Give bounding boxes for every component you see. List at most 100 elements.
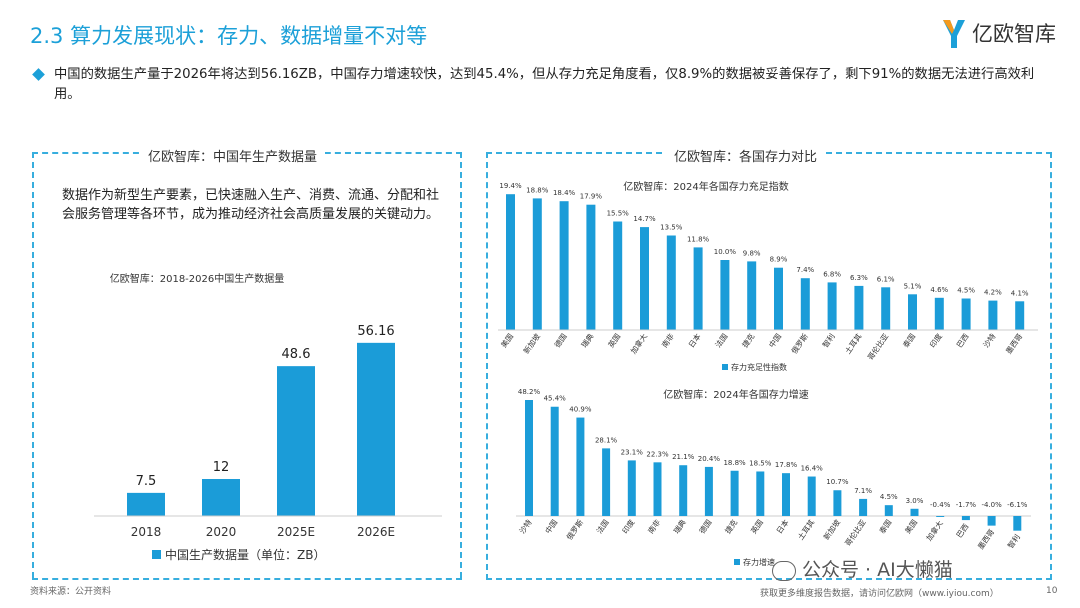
bar-2018	[127, 492, 165, 516]
x-tick-label: 2026E	[357, 525, 395, 539]
x-tick-label: 巴西	[955, 332, 971, 350]
data-label: -1.7%	[956, 501, 977, 509]
bar-俄罗斯	[800, 278, 810, 330]
storage-growth-chart: 亿欧智库：2024年各国存力增速 48.2% 沙特 45.4% 中国 40.9% 俄罗斯 2…	[516, 388, 1031, 567]
bar-德国	[704, 466, 713, 516]
x-tick-label: 瑞典	[579, 331, 596, 349]
data-label: 3.0%	[906, 497, 924, 505]
x-tick-label: 俄罗斯	[789, 331, 810, 356]
x-tick-label: 泰国	[877, 517, 894, 535]
x-tick-label: 德国	[697, 517, 714, 535]
data-label: 23.1%	[621, 448, 644, 456]
data-label: 4.5%	[957, 287, 975, 295]
data-label: 18.5%	[749, 459, 772, 467]
data-label: 19.4%	[499, 182, 522, 190]
summary-bullet: 中国的数据生产量于2026年将达到56.16ZB，中国存力增速较快，达到45.4…	[32, 65, 1044, 105]
legend-swatch	[722, 364, 728, 370]
bar-新加坡	[833, 490, 842, 516]
data-label: 5.1%	[904, 282, 922, 290]
chart-title: 亿欧智库：2018-2026中国生产数据量	[110, 272, 285, 285]
legend-swatch	[152, 550, 161, 559]
x-tick-label: 加拿大	[924, 518, 945, 543]
chart-title: 亿欧智库：2024年各国存力增速	[663, 388, 808, 401]
bar-加拿大	[640, 227, 649, 330]
legend-label: 中国生产数据量（单位：ZB）	[165, 547, 325, 562]
bar-墨西哥	[987, 516, 996, 526]
x-tick-label: 沙特	[981, 331, 998, 349]
data-label: 6.1%	[877, 275, 895, 283]
x-tick-label: 沙特	[517, 517, 534, 535]
x-tick-label: 德国	[552, 331, 569, 349]
x-tick-label: 法国	[713, 331, 730, 349]
x-tick-label: 日本	[774, 517, 791, 535]
left-panel-border	[32, 152, 34, 578]
data-label: 4.2%	[984, 289, 1002, 297]
data-label: 7.4%	[796, 266, 814, 274]
legend-label: 存力充足性指数	[731, 362, 787, 372]
data-label: -0.4%	[930, 501, 951, 509]
bar-中国	[550, 406, 559, 516]
left-panel-border-bottom	[32, 578, 462, 580]
data-label: 15.5%	[607, 210, 630, 218]
data-label: 4.5%	[880, 493, 898, 501]
x-tick-label: 2018	[131, 525, 162, 539]
data-label: 7.1%	[854, 487, 872, 495]
source-note: 资料来源：公开资料	[30, 587, 112, 597]
bar-瑞典	[679, 465, 688, 516]
x-tick-label: 捷克	[740, 331, 757, 349]
bar-南非	[653, 462, 662, 516]
bar-2025E	[277, 366, 315, 516]
data-label: 20.4%	[698, 455, 721, 463]
storage-index-chart: 亿欧智库：2024年各国存力充足指数 19.4% 美国 18.8% 新加坡 18.4% 德…	[498, 180, 1038, 372]
x-tick-label: 美国	[498, 331, 515, 349]
data-label: 14.7%	[633, 215, 656, 223]
bar-泰国	[908, 294, 917, 330]
logo: 亿欧智库	[940, 16, 1056, 50]
data-label: 6.8%	[823, 270, 841, 278]
data-label: 18.8%	[723, 459, 746, 467]
bar-瑞典	[586, 204, 596, 330]
x-tick-label: 美国	[902, 517, 919, 535]
legend-label: 存力增速	[743, 557, 775, 567]
legend-swatch	[734, 559, 740, 565]
data-label: 21.1%	[672, 453, 695, 461]
x-tick-label: 英国	[606, 331, 623, 349]
production-chart: 亿欧智库：2018-2026中国生产数据量 7.5 2018 12 2020 48.6 2…	[94, 272, 442, 562]
bar-美国	[910, 508, 919, 516]
bar-土耳其	[807, 476, 816, 516]
bar-印度	[934, 297, 944, 330]
data-label: 40.9%	[569, 406, 592, 414]
bar-日本	[693, 247, 703, 330]
x-tick-label: 新加坡	[521, 331, 542, 356]
x-tick-label: 哥伦比亚	[842, 517, 868, 548]
watermark: 公众号 · AI大懒猫	[772, 555, 953, 582]
wechat-icon	[772, 560, 796, 581]
watermark-text: 公众号 · AI大懒猫	[802, 559, 953, 581]
data-label: 4.6%	[930, 286, 948, 294]
x-tick-label: 智利	[820, 331, 837, 349]
x-tick-label: 南非	[645, 517, 662, 535]
bar-捷克	[730, 470, 739, 516]
data-label: 22.3%	[646, 450, 669, 458]
x-tick-label: 印度	[927, 331, 944, 349]
x-tick-label: 智利	[1005, 532, 1022, 550]
bar-新加坡	[532, 198, 542, 330]
x-tick-label: 土耳其	[842, 331, 863, 356]
bar-巴西	[961, 298, 971, 330]
bar-墨西哥	[1015, 301, 1025, 330]
summary-text: 中国的数据生产量于2026年将达到56.16ZB，中国存力增速较快，达到45.4…	[54, 67, 1035, 102]
data-label: 7.5	[136, 474, 157, 489]
data-label: 8.9%	[770, 256, 788, 264]
x-tick-label: 巴西	[955, 522, 971, 540]
x-tick-label: 捷克	[722, 517, 739, 535]
bar-哥伦比亚	[859, 498, 868, 516]
data-label: 17.8%	[775, 461, 798, 469]
data-label: 10.0%	[714, 248, 737, 256]
bar-俄罗斯	[576, 417, 585, 516]
bar-沙特	[988, 300, 998, 330]
bar-美国	[506, 194, 515, 330]
bar-泰国	[884, 505, 893, 516]
bar-英国	[756, 471, 765, 516]
bar-法国	[720, 260, 730, 330]
logo-icon	[943, 20, 965, 48]
